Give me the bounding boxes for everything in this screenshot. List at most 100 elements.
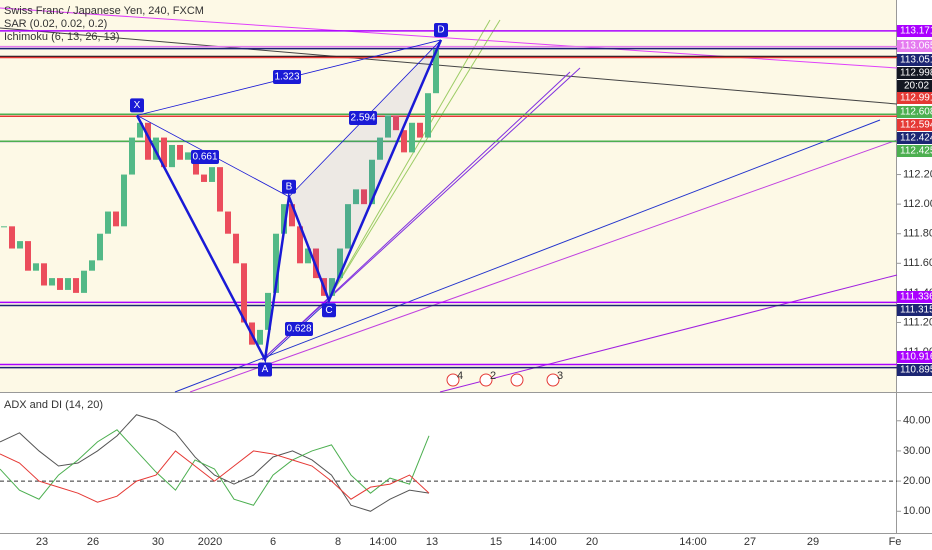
candle: [409, 122, 415, 153]
candle: [369, 159, 375, 205]
candle: [153, 137, 159, 160]
price-label: 110.916: [900, 352, 932, 363]
candle: [289, 204, 295, 227]
price-label: 113.065: [900, 41, 932, 52]
candle: [297, 226, 303, 264]
pattern-point-label: B: [286, 181, 293, 192]
candle: [73, 278, 79, 293]
candle: [377, 137, 383, 160]
price-label: 112.991: [900, 93, 932, 104]
event-icon: [510, 373, 524, 387]
price-label: 111.336: [900, 292, 932, 303]
candle: [1, 226, 7, 228]
ratio-label: 2.594: [350, 113, 375, 124]
candle: [417, 122, 423, 138]
candle: [89, 260, 95, 271]
x-tick-label: 29: [807, 536, 819, 548]
x-tick-label: 27: [744, 536, 756, 548]
price-label-box: [897, 364, 932, 376]
x-tick-label: 14:00: [369, 536, 397, 548]
pattern-point-label: A: [262, 364, 269, 375]
candle: [225, 211, 231, 234]
candle: [337, 248, 343, 279]
price-label-box: [897, 291, 932, 303]
ratio-box: [349, 111, 377, 125]
indicator-line: [0, 450, 430, 503]
price-label-box: [897, 351, 932, 363]
price-label-box: [897, 67, 932, 79]
price-pane: [0, 0, 897, 392]
ratio-box: [273, 70, 301, 84]
price-label: 112.425: [900, 146, 932, 157]
candle: [9, 226, 15, 249]
candle: [241, 263, 247, 323]
candle: [305, 248, 311, 264]
price-label-box: [897, 92, 932, 104]
candle: [209, 167, 215, 182]
candle: [129, 137, 135, 175]
ratio-box: [191, 150, 219, 164]
price-label: 113.171: [900, 26, 932, 37]
y-tick-label: 111.600: [903, 257, 932, 269]
candle: [425, 93, 431, 138]
pattern-point-box: [322, 303, 336, 318]
candle: [57, 278, 63, 290]
pattern-point-label: C: [325, 305, 332, 316]
candle: [169, 144, 175, 168]
price-label: 110.895: [900, 365, 932, 376]
candle: [233, 233, 239, 264]
price-label-box: [897, 119, 932, 131]
price-label-box: [897, 132, 932, 144]
candle: [97, 233, 103, 261]
x-tick-label: Fe: [889, 536, 902, 548]
y-tick-label: 40.00: [903, 415, 931, 427]
candle: [113, 211, 119, 227]
countdown: 20:02: [904, 81, 929, 92]
price-label: 112.608: [900, 107, 932, 118]
candle: [161, 137, 167, 168]
candle: [273, 233, 279, 293]
price-label: 111.315: [900, 305, 932, 316]
x-tick-label: 20: [586, 536, 598, 548]
price-label-box: [897, 40, 932, 52]
candle: [185, 152, 191, 160]
candle: [65, 278, 71, 290]
pattern-point-box: [258, 362, 272, 377]
candle: [401, 130, 407, 153]
candle: [17, 241, 23, 249]
countdown-box: [897, 80, 932, 92]
candle: [41, 263, 47, 286]
pattern-line: [135, 39, 443, 364]
candle: [217, 167, 223, 212]
price-label-box: [897, 54, 932, 66]
x-tick-label: 30: [152, 536, 164, 548]
x-tick-label: 23: [36, 536, 48, 548]
price-label-box: [897, 25, 932, 37]
candle: [121, 174, 127, 227]
y-tick-label: 10.00: [903, 505, 931, 517]
x-tick-label: 14:00: [529, 536, 557, 548]
event-count: 3: [557, 370, 563, 382]
event-icon: [546, 373, 560, 387]
pattern-fill: [289, 39, 441, 301]
price-label: 112.594: [900, 120, 932, 131]
y-tick-label: 111.800: [903, 228, 932, 240]
candle: [393, 115, 399, 131]
pattern-point-label: D: [437, 25, 444, 36]
ratio-box: [285, 322, 313, 336]
event-icon: [479, 373, 493, 387]
price-label: 112.998: [900, 68, 932, 79]
candle: [137, 122, 143, 138]
price-label-box: [897, 145, 932, 157]
candle: [81, 270, 87, 293]
pattern-point-box: [130, 98, 144, 113]
y-tick-label: 20.00: [903, 475, 931, 487]
candle: [25, 241, 31, 271]
indicator-label: ADX and DI (14, 20): [4, 399, 103, 411]
price-label: 112.424: [900, 133, 932, 144]
y-tick-label: 111.200: [903, 316, 932, 328]
indicator-line: [0, 414, 430, 512]
candle: [345, 204, 351, 249]
symbol: Swiss Franc / Japanese Yen, 240, FXCM: [4, 5, 204, 17]
